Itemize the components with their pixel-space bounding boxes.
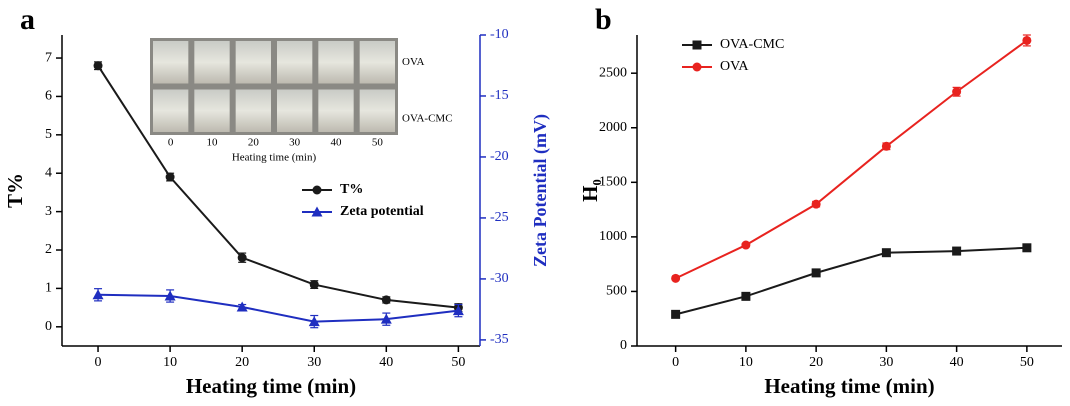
vial [153, 41, 189, 84]
vial [359, 41, 395, 84]
legend-label: OVA [720, 59, 749, 74]
vial [318, 89, 354, 132]
y2-tick-label: -30 [490, 271, 509, 286]
legend-label: OVA-CMC [720, 37, 784, 52]
x-tick-label: 20 [235, 355, 249, 370]
series-line [675, 246, 1027, 316]
inset-column-label: 40 [331, 137, 343, 149]
marker [381, 295, 391, 305]
marker [811, 199, 821, 209]
series-line [98, 293, 459, 323]
marker [92, 289, 104, 300]
inset-column-label: 10 [207, 137, 219, 149]
x-tick-label: 50 [451, 355, 465, 370]
marker [671, 309, 681, 319]
y-tick-label: 5 [45, 127, 52, 142]
x-tick-label: 20 [809, 355, 823, 370]
x-axis-title: Heating time (min) [186, 374, 356, 398]
marker [692, 40, 702, 50]
x-tick-label: 30 [307, 355, 321, 370]
x-tick-label: 10 [163, 355, 177, 370]
vial [194, 41, 230, 84]
marker [741, 240, 751, 250]
inset-column-label: 20 [248, 137, 260, 149]
y-tick-label: 0 [620, 338, 627, 353]
marker [811, 268, 821, 278]
marker [164, 290, 176, 301]
y-tick-label: 1000 [599, 229, 627, 244]
y-axis-title: H₀ [578, 179, 602, 202]
inset-row-label: OVA-CMC [402, 112, 453, 124]
x-tick-label: 50 [1020, 355, 1034, 370]
marker [1022, 243, 1032, 253]
y-tick-label: 1500 [599, 175, 627, 190]
y2-tick-label: -25 [490, 210, 509, 225]
y2-tick-label: -20 [490, 149, 509, 164]
marker [671, 273, 681, 283]
y-tick-label: 2 [45, 242, 52, 257]
marker [165, 172, 175, 182]
vial [153, 89, 189, 132]
inset-x-label: Heating time (min) [232, 152, 317, 164]
marker [881, 248, 891, 258]
marker [452, 305, 464, 316]
y-tick-label: 2500 [599, 65, 627, 80]
y-tick-label: 500 [606, 284, 627, 299]
x-tick-label: 10 [739, 355, 753, 370]
inset-column-label: 50 [372, 137, 384, 149]
marker [692, 62, 702, 72]
panel-label: a [20, 3, 35, 36]
y2-tick-label: -10 [490, 27, 509, 42]
legend-label: T% [340, 182, 363, 197]
vial [277, 41, 313, 84]
y-axis-title: T% [3, 173, 27, 208]
marker [311, 206, 323, 217]
vial [359, 89, 395, 132]
x-tick-label: 0 [672, 355, 679, 370]
x-tick-label: 40 [950, 355, 964, 370]
y2-tick-label: -35 [490, 332, 509, 347]
marker [237, 253, 247, 263]
inset-row-label: OVA [402, 56, 424, 68]
x-axis-title: Heating time (min) [764, 374, 934, 398]
y-tick-label: 3 [45, 204, 52, 219]
inset-column-label: 0 [168, 137, 174, 149]
series-line [97, 65, 459, 309]
y-tick-label: 4 [45, 165, 52, 180]
series-line [675, 39, 1028, 280]
marker [1022, 35, 1032, 45]
marker [952, 87, 962, 97]
marker [952, 246, 962, 256]
marker [312, 185, 322, 195]
marker [741, 291, 751, 301]
y2-tick-label: -15 [490, 88, 509, 103]
y-tick-label: 7 [45, 50, 52, 65]
inset-photo [150, 38, 398, 135]
x-tick-label: 30 [879, 355, 893, 370]
marker [236, 301, 248, 312]
inset-column-label: 30 [289, 137, 301, 149]
y-tick-label: 1 [45, 281, 52, 296]
marker [380, 313, 392, 324]
vial [235, 41, 271, 84]
y-tick-label: 2000 [599, 120, 627, 135]
marker [93, 61, 103, 71]
y-tick-label: 6 [45, 89, 52, 104]
marker [309, 280, 319, 290]
y2-axis-title: Zeta Potential (mV) [530, 114, 551, 267]
legend-label: Zeta potential [340, 204, 424, 219]
vial [277, 89, 313, 132]
marker [881, 141, 891, 151]
vial [318, 41, 354, 84]
y-tick-label: 0 [45, 319, 52, 334]
vial [235, 89, 271, 132]
vial [194, 89, 230, 132]
marker [308, 316, 320, 327]
panel-label: b [595, 3, 612, 36]
x-tick-label: 0 [95, 355, 102, 370]
x-tick-label: 40 [379, 355, 393, 370]
